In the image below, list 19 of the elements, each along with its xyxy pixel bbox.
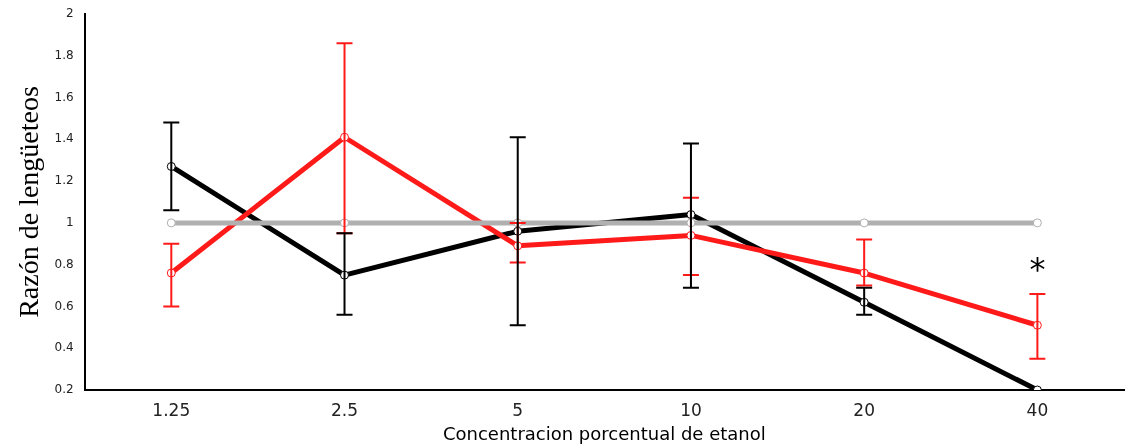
- y-tick-label: 0.8: [54, 256, 74, 271]
- annotation: *: [1029, 250, 1046, 289]
- y-tick-label: 2: [66, 6, 74, 21]
- x-axis-title: Concentracion porcentual de etanol: [442, 422, 766, 444]
- y-tick-label: 1.4: [54, 131, 74, 146]
- x-tick-label: 2.5: [330, 399, 359, 420]
- y-tick-label: 0.4: [54, 340, 74, 355]
- y-tick-label: 1.6: [54, 89, 74, 104]
- y-axis-title: Razón de lengüeteos: [13, 86, 45, 318]
- y-tick-label: 0.6: [54, 298, 74, 313]
- y-tick-label: 0.2: [54, 382, 74, 397]
- y-tick-label: 1.8: [54, 47, 74, 62]
- x-tick-label: 20: [853, 399, 875, 420]
- x-tick-label: 10: [680, 399, 702, 420]
- y-tick-label: 1.2: [54, 173, 74, 188]
- x-tick-label: 1.25: [152, 399, 191, 420]
- x-tick-label: 40: [1026, 399, 1049, 420]
- x-tick-label: 5: [512, 399, 524, 420]
- y-tick-label: 1: [66, 215, 74, 230]
